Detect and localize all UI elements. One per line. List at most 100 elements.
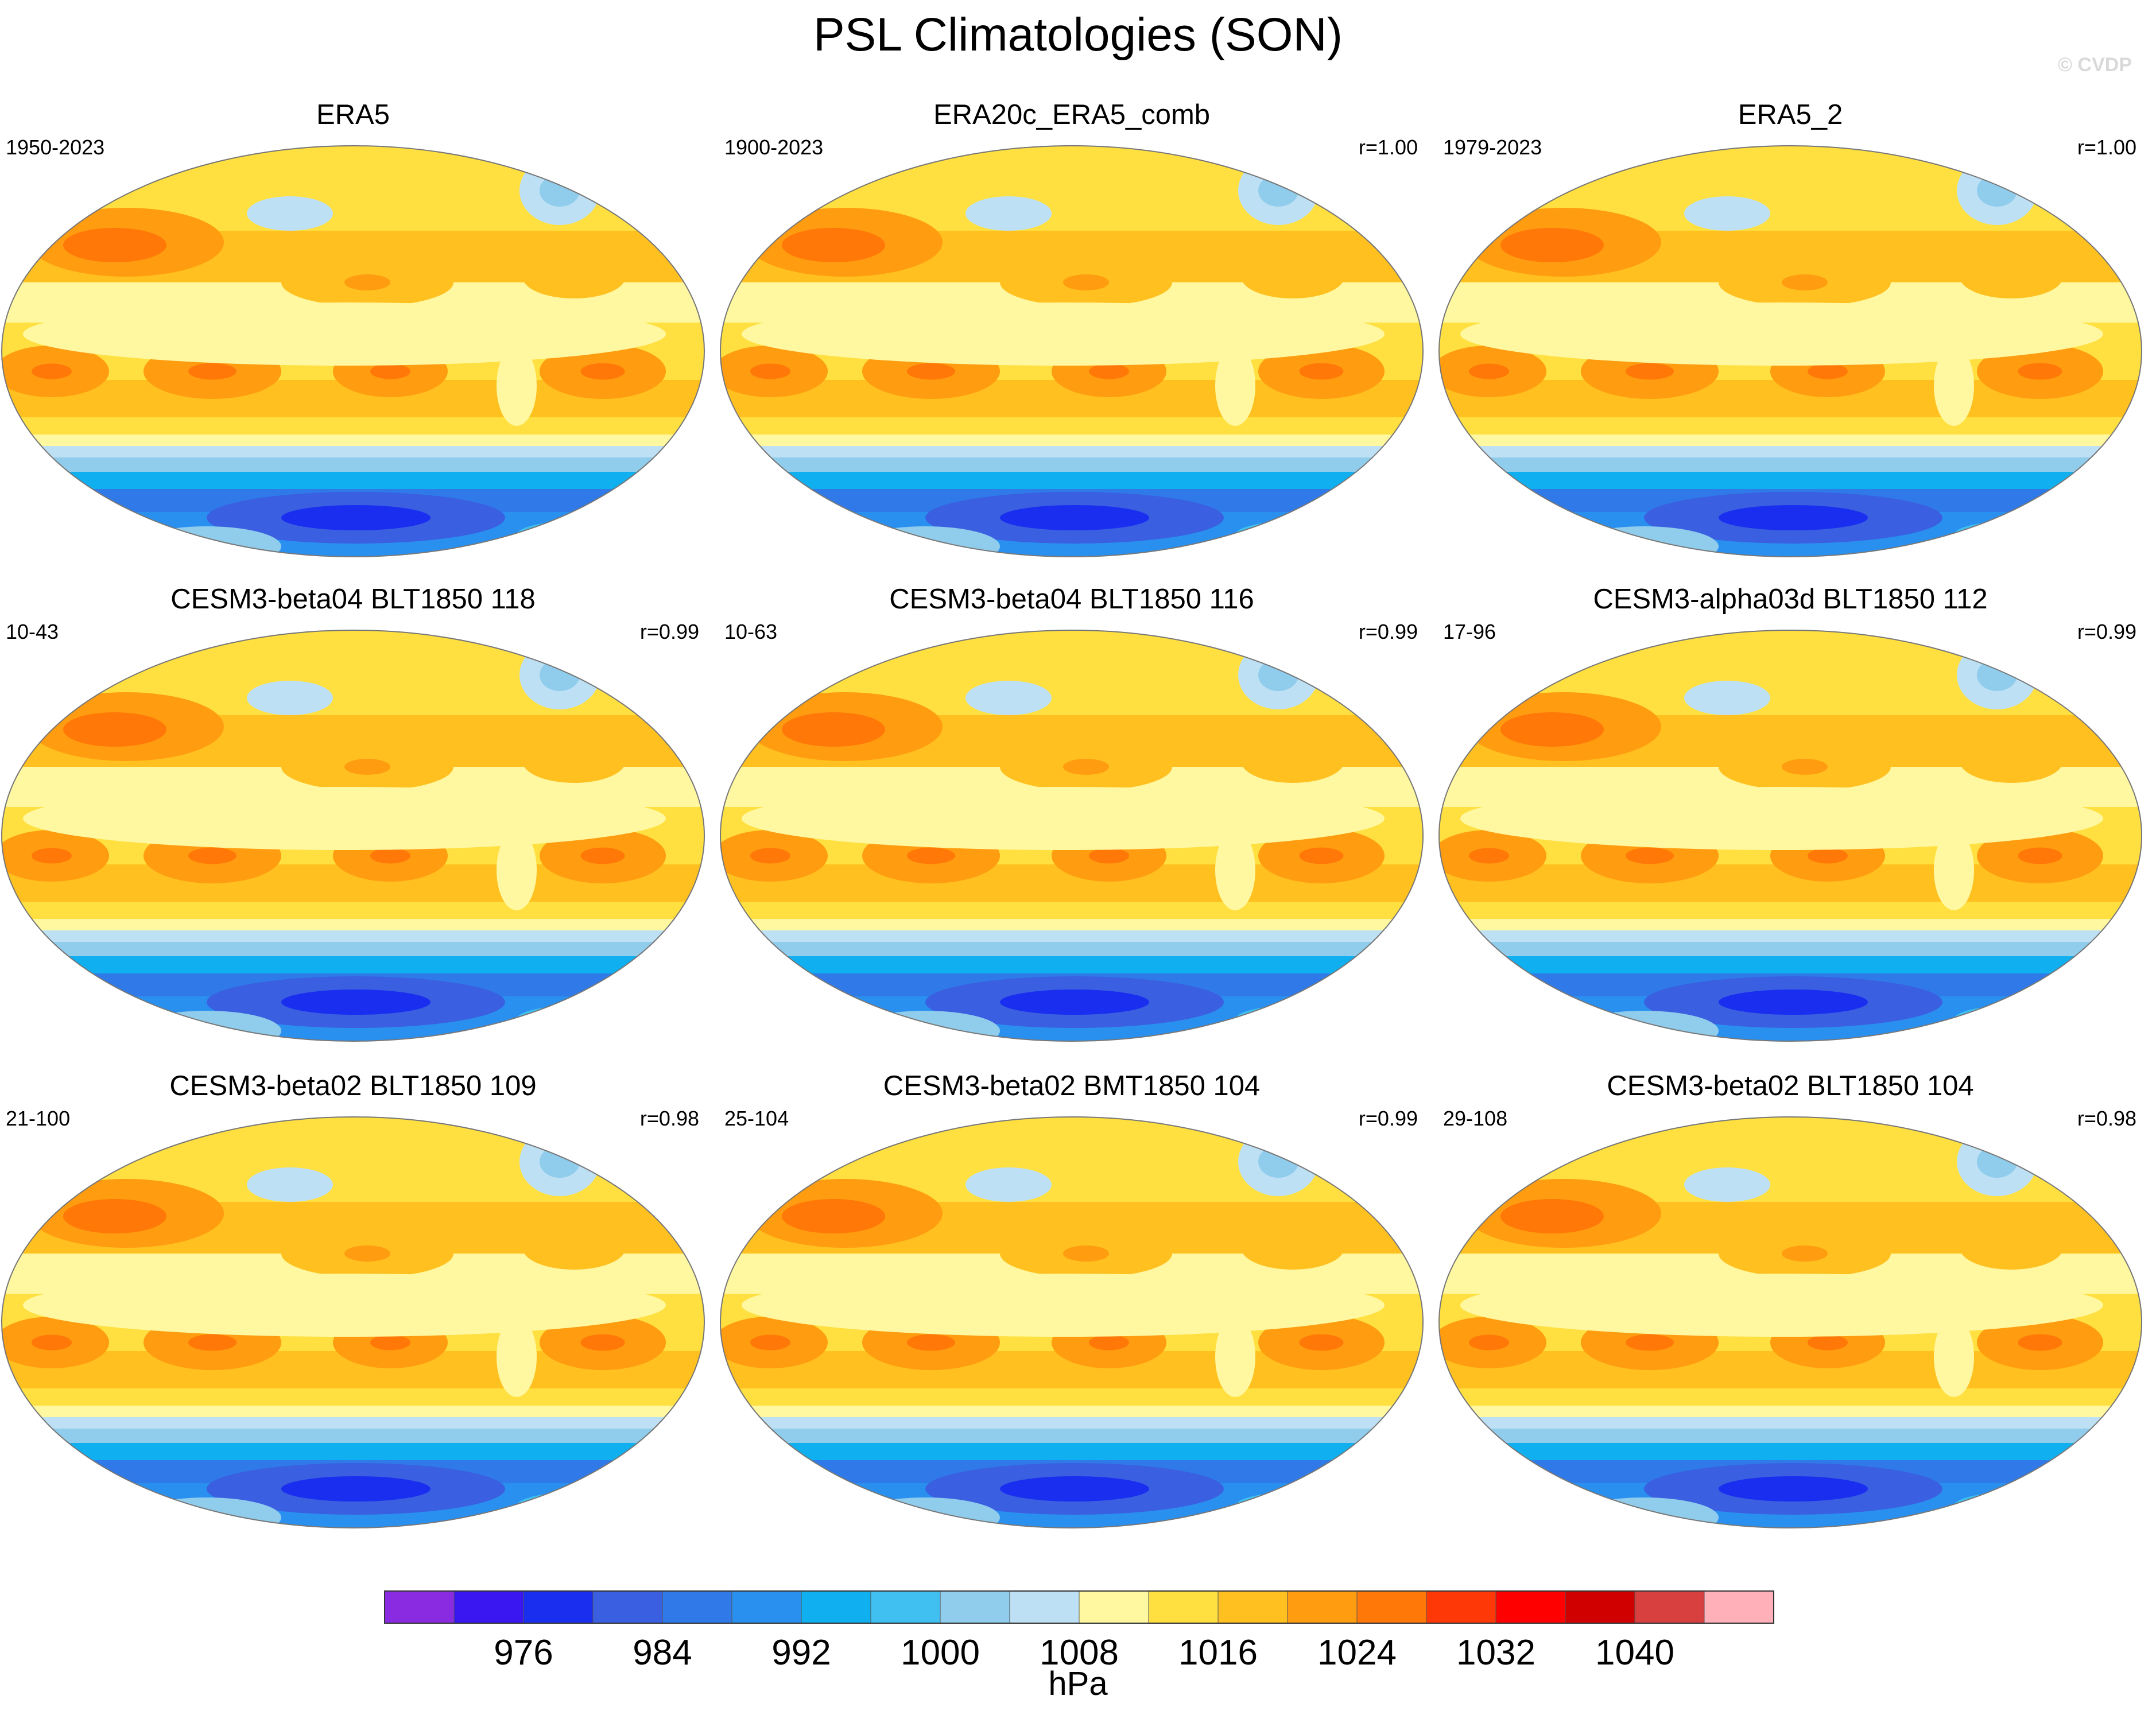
psl-band [720, 956, 1423, 973]
cvdp-watermark: © CVDP [2058, 54, 2132, 76]
colorbar-swatch [662, 1590, 732, 1624]
colorbar-swatch [1009, 1590, 1080, 1624]
psl-map [720, 1116, 1424, 1528]
psl-band [2, 902, 704, 919]
south-america [1215, 346, 1255, 426]
panel-years: 29-108 [1443, 1107, 1508, 1130]
map-panel-7: CESM3-beta02 BLT1850 109 21-100 r=0.98 [0, 1070, 706, 1529]
map-panel-4: CESM3-beta04 BLT1850 118 10-43 r=0.99 [0, 583, 706, 1042]
panel-correlation: r=0.98 [639, 1107, 699, 1130]
antarctic-plateau [1235, 1005, 1362, 1034]
pacific-high-core [344, 1245, 390, 1262]
map-panel-9: CESM3-beta02 BLT1850 104 29-108 r=0.98 [1437, 1070, 2143, 1529]
map-panel-2: ERA20c_ERA5_comb 1900-2023 r=1.00 [719, 99, 1425, 558]
azores-high [522, 255, 626, 298]
antarctic-trough-core [1000, 990, 1149, 1015]
psl-band [1439, 902, 2142, 919]
high-core [907, 847, 955, 864]
panel-correlation: r=1.00 [1358, 135, 1418, 159]
high-core [32, 1334, 72, 1351]
aleutian-low [1684, 681, 1770, 715]
panel-correlation: r=0.99 [2077, 620, 2136, 643]
maritime-continent [836, 1268, 888, 1308]
azores-high [1241, 1226, 1344, 1270]
panel-years: 21-100 [6, 1107, 71, 1130]
colorbar-units: hPa [1048, 1665, 1108, 1702]
aleutian-low [247, 1167, 333, 1202]
psl-map [1438, 145, 2142, 557]
colorbar-swatch [453, 1590, 524, 1624]
antarctic-high-core [1615, 1030, 1650, 1041]
map-panel-5: CESM3-beta04 BLT1850 116 10-63 r=0.99 [719, 583, 1425, 1042]
psl-band [2, 1406, 704, 1417]
siberian-high-core [1500, 228, 1604, 262]
psl-band [1439, 434, 2142, 446]
panel-title: CESM3-beta02 BLT1850 104 [1607, 1070, 1974, 1101]
equatorial-trough [742, 787, 1385, 850]
high-core [188, 363, 236, 380]
panel-years: 1979-2023 [1443, 135, 1542, 159]
antarctic-high-core [178, 1516, 212, 1528]
map-field [2, 1117, 704, 1528]
high-core [1808, 363, 1848, 379]
azores-high [522, 1226, 626, 1270]
figure-title: PSL Climatologies (SON) [813, 9, 1343, 61]
maritime-continent [1555, 297, 1607, 337]
psl-map [1438, 1116, 2142, 1528]
map-outline [1, 145, 705, 557]
aleutian-low [247, 681, 333, 715]
siberian-high-core [1500, 1199, 1604, 1233]
pacific-high-core [1063, 759, 1109, 775]
aleutian-low [247, 196, 333, 231]
high-core [370, 848, 410, 864]
psl-band [720, 942, 1423, 956]
equatorial-trough [1460, 787, 2103, 850]
pacific-high-core [344, 274, 390, 290]
colorbar-swatch [870, 1590, 941, 1624]
psl-band [2, 1388, 704, 1406]
colorbar-swatch [592, 1590, 663, 1624]
high-core [1469, 1334, 1509, 1351]
azores-high [1960, 255, 2063, 298]
map-panel-8: CESM3-beta02 BMT1850 104 25-104 r=0.99 [719, 1070, 1425, 1529]
panel-correlation: r=0.99 [639, 620, 699, 643]
colorbar-frame [384, 1590, 1774, 1624]
psl-band [2, 956, 704, 973]
equatorial-trough [742, 302, 1385, 366]
equatorial-trough [23, 302, 666, 366]
colorbar-swatch [1565, 1590, 1635, 1624]
antarctic-high-core [1615, 1516, 1650, 1528]
panel-title: ERA20c_ERA5_comb [933, 99, 1211, 130]
antarctic-plateau [1235, 521, 1362, 549]
psl-band [1439, 1388, 2142, 1406]
panel-years: 25-104 [724, 1107, 789, 1130]
antarctic-trough-core [1000, 505, 1149, 530]
antarctic-high-core [178, 545, 212, 557]
psl-band [720, 1443, 1423, 1460]
antarctic-trough-core [281, 1476, 431, 1501]
maritime-continent [118, 781, 169, 821]
high-core [1808, 848, 1848, 864]
high-core [1089, 1334, 1129, 1351]
pacific-high-core [1063, 1245, 1109, 1262]
high-core [1626, 1334, 1674, 1351]
colorbar-swatch [1287, 1590, 1358, 1624]
maritime-continent [1555, 1268, 1607, 1308]
antarctic-high-core [897, 1516, 931, 1528]
aleutian-low [1684, 1167, 1770, 1202]
siberian-high-core [782, 1199, 885, 1233]
colorbar-swatch [1704, 1590, 1774, 1624]
maritime-continent [118, 1268, 169, 1308]
aleutian-low [1684, 196, 1770, 231]
panel-title: CESM3-alpha03d BLT1850 112 [1593, 584, 1988, 615]
azores-high [1960, 739, 2063, 783]
colorbar-swatch [523, 1590, 594, 1624]
panel-correlation: r=0.99 [1358, 1107, 1418, 1130]
psl-band [720, 1429, 1423, 1443]
high-core [370, 363, 410, 379]
pacific-high-core [1782, 1245, 1828, 1262]
antarctic-plateau [517, 521, 643, 549]
high-core [32, 363, 72, 379]
high-core [1089, 848, 1129, 864]
colorbar-swatch [731, 1590, 802, 1624]
